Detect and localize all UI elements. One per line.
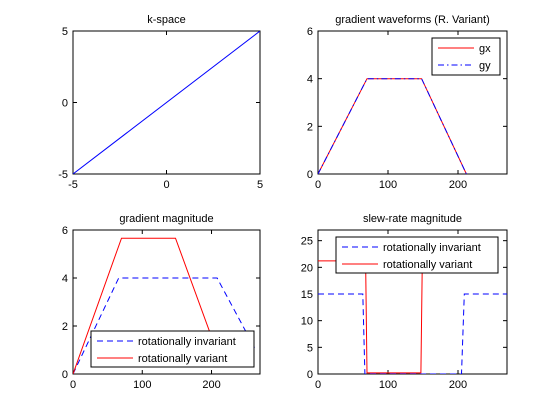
subplot-3: gradient magnitude 0 100 200 0 2 4 6 rotationall… — [62, 213, 261, 391]
legend-box — [431, 37, 501, 76]
chart-title: slew-rate magnitude — [363, 213, 462, 225]
series-line-rotationally-invariant — [73, 277, 255, 374]
x-tick-label: 100 — [133, 379, 151, 391]
y-tick-label: 0 — [62, 98, 68, 110]
legend-label: rotationally invariant — [383, 242, 481, 254]
subplot-4: slew-rate magnitude 0 100 200 0 5 10 15 20 25 rota… — [301, 213, 508, 391]
x-tick-label: 200 — [449, 379, 467, 391]
chart-title: gradient magnitude — [119, 213, 213, 225]
y-tick-label: 20 — [301, 262, 313, 274]
chart-title: gradient waveforms (R. Variant) — [335, 14, 489, 26]
x-tick-label: 200 — [202, 379, 220, 391]
legend-box — [335, 236, 499, 274]
y-tick-label: 4 — [62, 273, 68, 285]
legend-label: rotationally invariant — [138, 336, 236, 348]
y-tick-label: 2 — [307, 121, 313, 133]
y-tick-label: 25 — [301, 236, 313, 248]
x-tick-label: 100 — [379, 379, 397, 391]
y-tick-label: 10 — [301, 316, 313, 328]
y-tick-label: -5 — [58, 169, 68, 181]
y-tick-label: 2 — [62, 321, 68, 333]
legend-label: rotationally variant — [383, 259, 472, 271]
x-tick-label: -5 — [68, 179, 78, 191]
subplot-1: k-space -5 0 5 -5 0 5 — [58, 14, 263, 191]
legend-box — [90, 330, 255, 368]
x-tick-label: 5 — [257, 179, 263, 191]
y-tick-label: 0 — [307, 169, 313, 181]
y-tick-label: 6 — [307, 26, 313, 38]
x-tick-label: 0 — [315, 179, 321, 191]
x-tick-label: 0 — [70, 379, 76, 391]
legend-label: rotationally variant — [138, 353, 227, 365]
x-tick-label: 100 — [379, 179, 397, 191]
series-line-rotationally-variant — [73, 237, 221, 374]
y-tick-label: 5 — [62, 26, 68, 38]
y-tick-label: 0 — [307, 369, 313, 381]
x-tick-label: 0 — [315, 379, 321, 391]
y-tick-label: 5 — [307, 342, 313, 354]
x-tick-label: 0 — [163, 179, 169, 191]
x-tick-label: 200 — [449, 179, 467, 191]
chart-title: k-space — [147, 14, 186, 26]
legend: gx gy — [431, 37, 501, 76]
legend: rotationally invariant rotationally varia… — [90, 330, 255, 368]
subplot-2: gradient waveforms (R. Variant) 0 100 200 0 2… — [307, 14, 508, 191]
legend: rotationally invariant rotationally varia… — [335, 236, 499, 274]
y-tick-label: 15 — [301, 289, 313, 301]
y-tick-label: 0 — [62, 369, 68, 381]
y-tick-label: 4 — [307, 74, 313, 86]
series-line-gx — [318, 78, 467, 174]
legend-label: gy — [479, 60, 491, 72]
legend-label: gx — [479, 43, 491, 55]
series-line-1 — [73, 31, 260, 174]
y-tick-label: 6 — [62, 225, 68, 237]
